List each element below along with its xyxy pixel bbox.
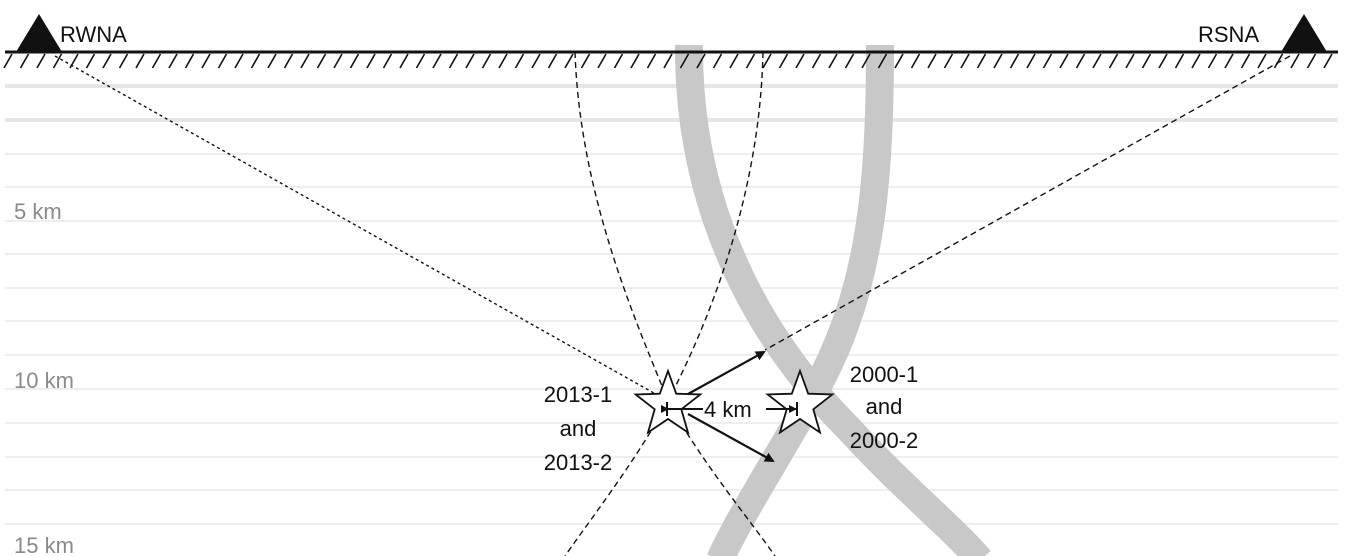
event-2000-line1: 2000-1 [850,362,919,387]
ground-surface [3,50,1338,69]
depth-label-10km: 10 km [14,368,74,393]
station-label-rwna: RWNA [60,22,127,47]
event-2013-line2: and [560,416,597,441]
star-icon-event-2013 [633,368,703,435]
station-rsna: RSNA [1198,14,1327,52]
event-2000-line3: 2000-2 [850,428,919,453]
arrow-down-right [687,413,775,462]
ray-path-curve-left [574,51,776,556]
ray-path-rwna [54,55,669,402]
event-label-2013: 2013-1 and 2013-2 [544,382,613,475]
event-2013-line1: 2013-1 [544,382,613,407]
event-2013-line3: 2013-2 [544,450,613,475]
separation-measure: 4 km [661,397,798,422]
fault-band-east [707,44,894,556]
arrow-up-right [687,351,766,395]
depth-label-15km: 15 km [14,533,74,556]
triangle-station-icon [16,14,62,52]
ray-path-rsna [764,55,1291,351]
star-icon-event-2000 [765,368,835,435]
depth-grid [5,84,1338,525]
ray-path-curve-right [564,51,764,556]
triangle-station-icon [1281,14,1327,52]
separation-label: 4 km [704,397,752,422]
station-rwna: RWNA [16,14,127,52]
event-label-2000: 2000-1 and 2000-2 [850,362,919,453]
station-label-rsna: RSNA [1198,22,1259,47]
event-2000-line2: and [866,394,903,419]
depth-label-5km: 5 km [14,199,62,224]
